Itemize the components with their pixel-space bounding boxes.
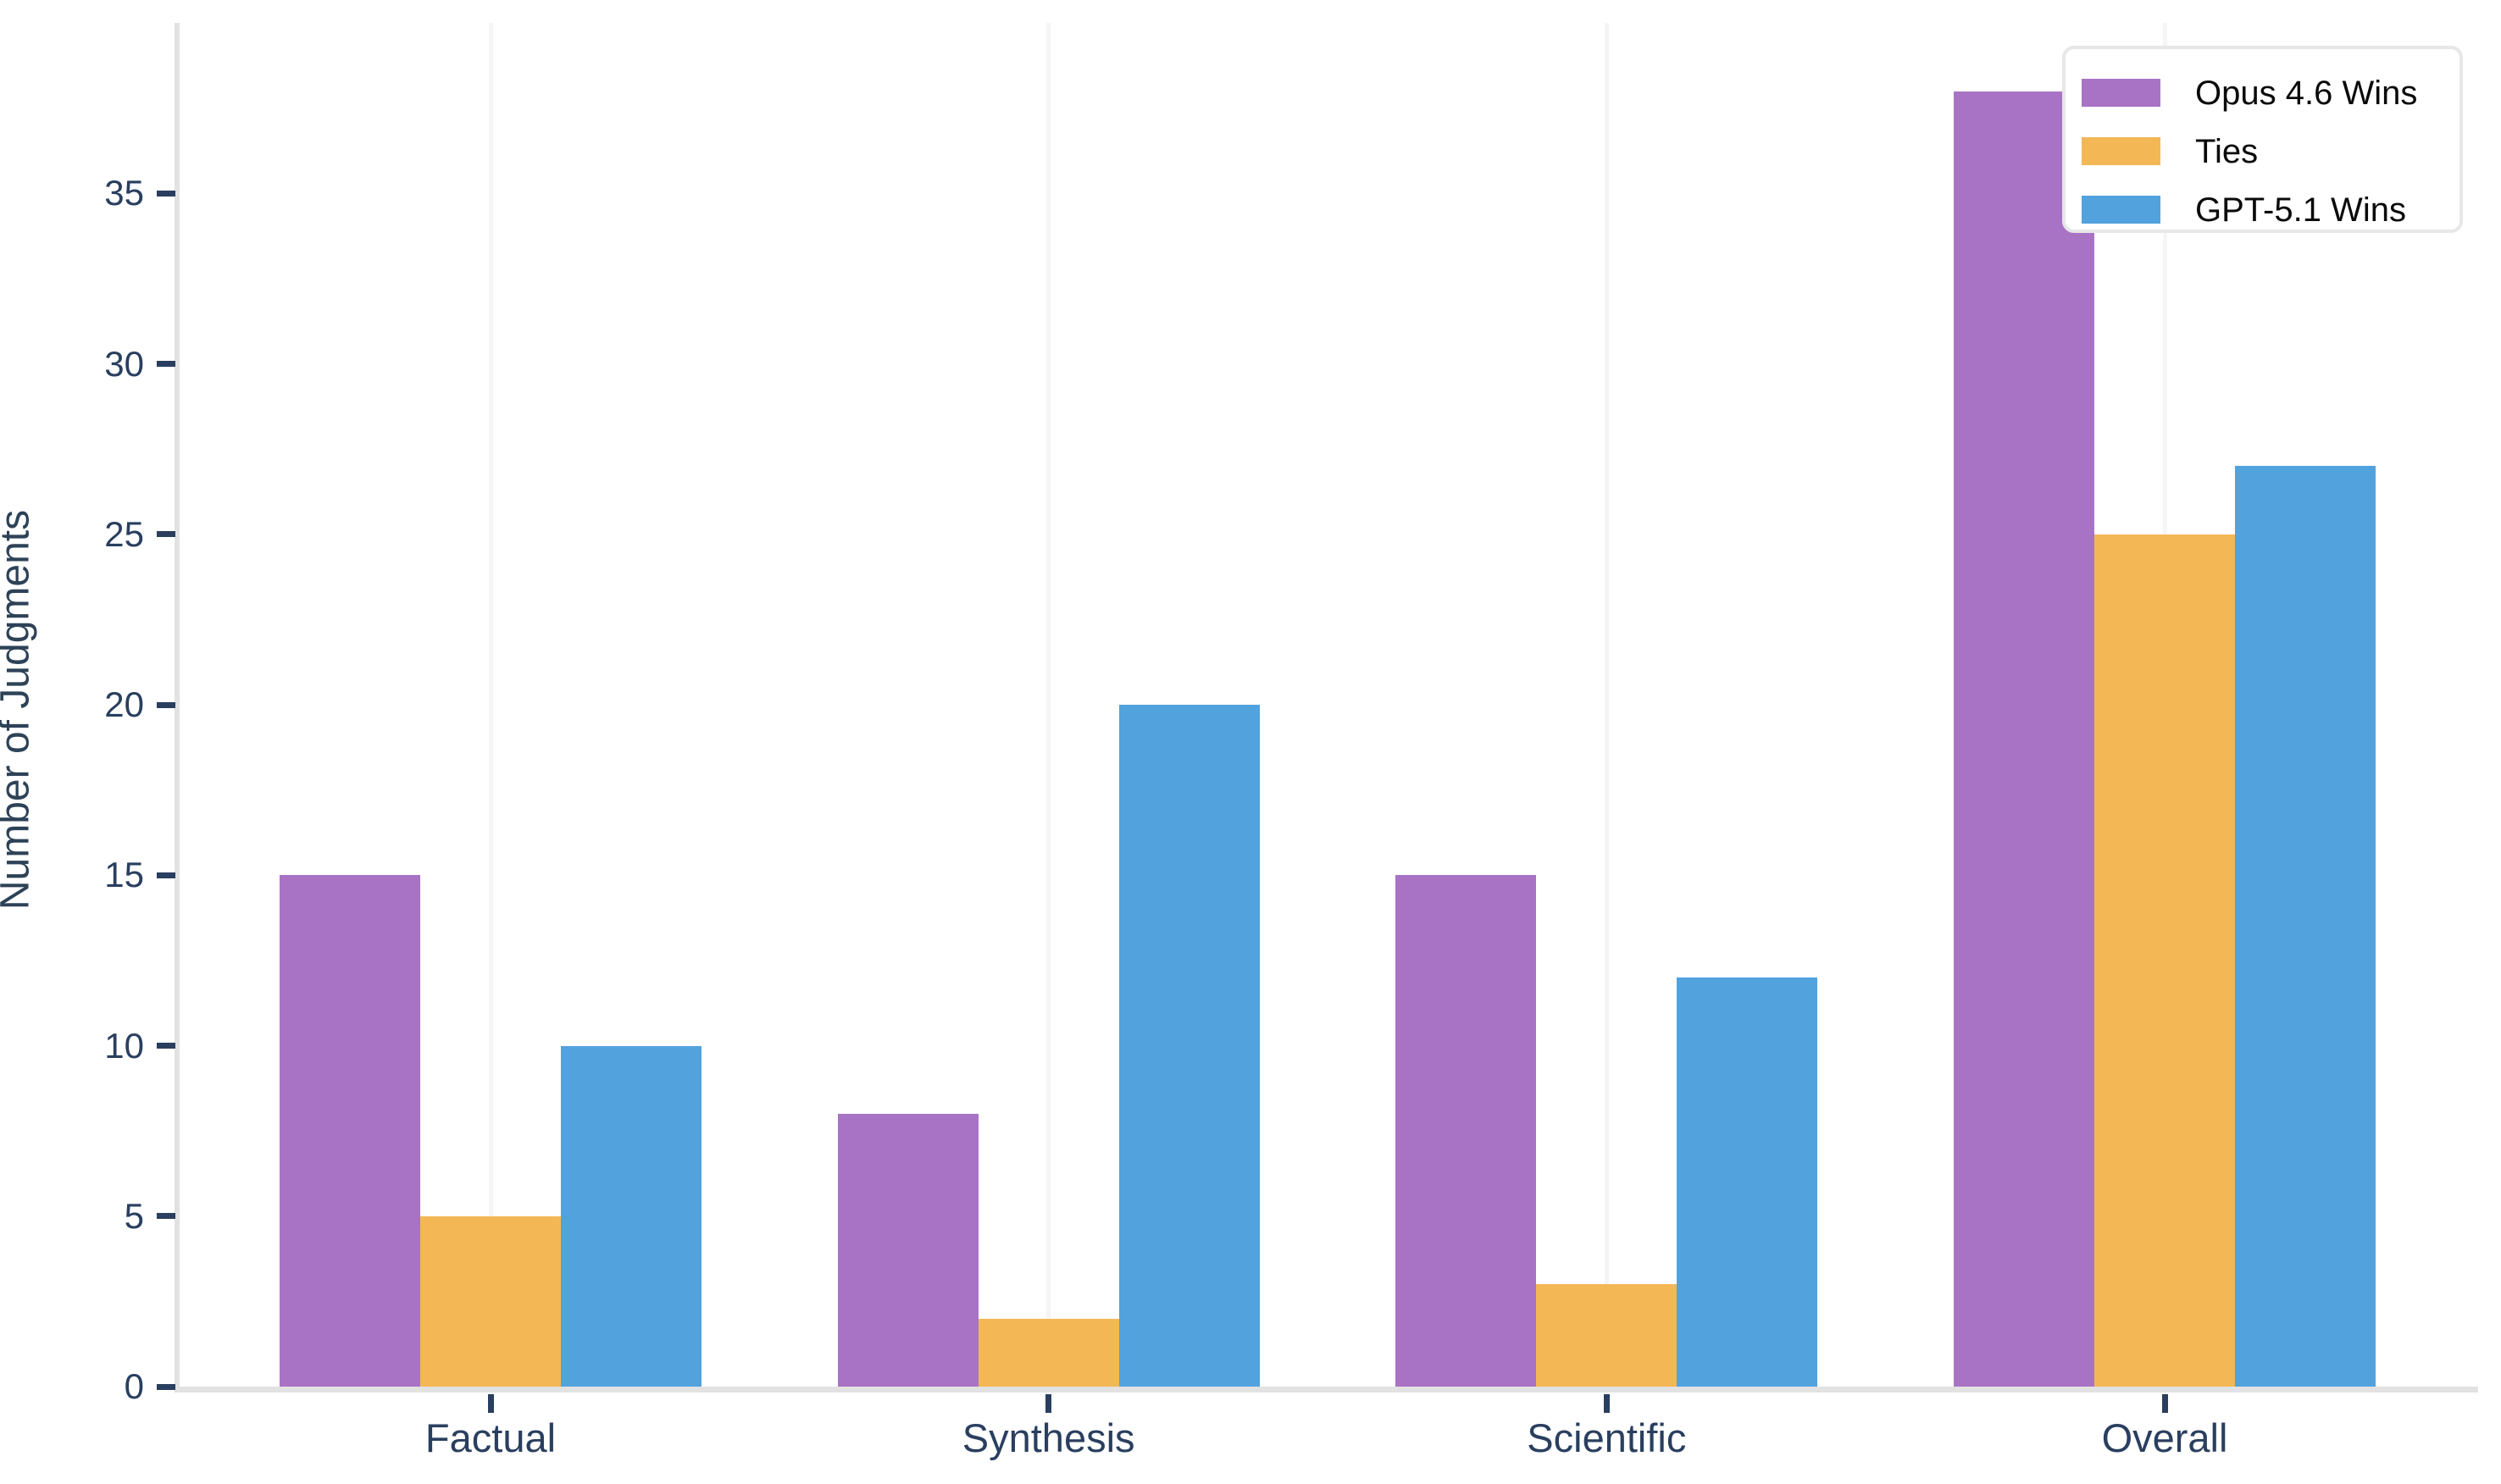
legend-label-gpt: GPT-5.1 Wins <box>2195 191 2406 229</box>
gridline-synthesis <box>1046 23 1051 1387</box>
bar-opus-4-6-wins-scientific <box>1395 875 1537 1387</box>
bar-gpt-5-1-wins-factual <box>561 1045 702 1387</box>
x-label-synthesis: Synthesis <box>962 1415 1135 1460</box>
x-tick-factual <box>487 1394 494 1413</box>
y-axis-title: Number of Judgments <box>0 509 38 911</box>
legend-swatch-gpt <box>2082 196 2160 224</box>
y-tick-label-10: 10 <box>104 1025 144 1066</box>
bar-opus-4-6-wins-factual <box>280 875 420 1387</box>
legend-item-opus: Opus 4.6 Wins <box>2066 64 2459 122</box>
y-tick-15 <box>157 872 175 878</box>
x-tick-scientific <box>1603 1394 1610 1413</box>
x-label-scientific: Scientific <box>1527 1415 1687 1460</box>
legend-item-ties: Ties <box>2066 122 2459 180</box>
y-axis-spine <box>175 23 180 1393</box>
y-tick-label-15: 15 <box>104 855 144 895</box>
y-tick-35 <box>157 190 175 197</box>
x-axis-line <box>175 1387 2478 1393</box>
y-tick-5 <box>157 1213 175 1220</box>
legend-swatch-opus <box>2082 79 2160 107</box>
bar-opus-4-6-wins-synthesis <box>837 1114 979 1387</box>
legend: Opus 4.6 Wins Ties GPT-5.1 Wins <box>2062 46 2463 233</box>
y-tick-label-20: 20 <box>104 684 144 724</box>
legend-swatch-ties <box>2082 137 2160 165</box>
gridline-scientific <box>1604 23 1609 1387</box>
y-tick-label-35: 35 <box>104 173 144 213</box>
legend-item-gpt: GPT-5.1 Wins <box>2066 180 2459 239</box>
gridline-factual <box>488 23 493 1387</box>
legend-label-ties: Ties <box>2195 132 2259 170</box>
x-label-factual: Factual <box>424 1415 557 1460</box>
bar-ties-scientific <box>1536 1284 1678 1387</box>
x-label-overall: Overall <box>2101 1415 2228 1460</box>
bar-ties-synthesis <box>978 1318 1119 1387</box>
x-tick-overall <box>2161 1394 2168 1413</box>
y-tick-label-25: 25 <box>104 513 144 554</box>
bar-ties-overall <box>2094 534 2235 1387</box>
bar-gpt-5-1-wins-overall <box>2235 466 2376 1387</box>
y-tick-label-30: 30 <box>104 343 144 384</box>
y-tick-30 <box>157 361 175 367</box>
y-tick-25 <box>157 531 175 538</box>
y-tick-label-0: 0 <box>124 1366 144 1406</box>
bar-opus-4-6-wins-overall <box>1954 91 2094 1387</box>
bar-gpt-5-1-wins-synthesis <box>1118 705 1260 1387</box>
y-tick-0 <box>157 1383 175 1390</box>
bar-ties-factual <box>420 1215 561 1387</box>
y-tick-20 <box>157 701 175 708</box>
bar-gpt-5-1-wins-scientific <box>1677 977 1818 1387</box>
y-tick-label-5: 5 <box>124 1195 144 1236</box>
y-tick-10 <box>157 1043 175 1049</box>
x-tick-synthesis <box>1045 1394 1052 1413</box>
legend-label-opus: Opus 4.6 Wins <box>2195 74 2418 112</box>
